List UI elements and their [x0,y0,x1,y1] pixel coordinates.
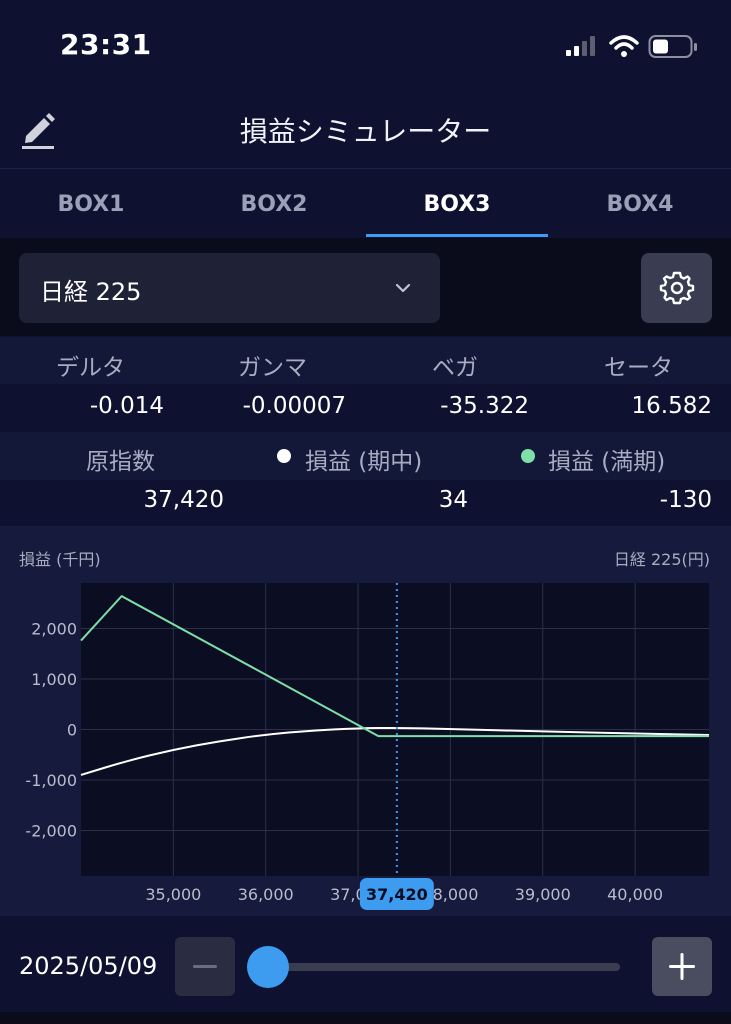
pl-midterm-label: 損益 (期中) [305,449,423,475]
date-label: 2025/05/09 [19,952,158,980]
y-tick-label: -2,000 [25,822,77,841]
current-price-badge [359,878,434,910]
y-tick-label: 0 [67,721,77,740]
battery-icon [648,35,697,58]
vega-value: -35.322 [440,393,529,419]
pl-chart[interactable]: 35,000 36,000 37,000 38,000 39,000 40,0002,00… [0,526,731,916]
pl-expiry-line [80,595,709,738]
index-select-value: 日経 225 [40,278,142,306]
date-slider-track[interactable] [268,963,620,971]
x-tick-label: 40,000 [607,885,663,904]
status-bar [0,0,731,95]
chevron-down-icon [395,283,411,293]
home-indicator-area [0,1012,731,1024]
status-time: 23:31 [60,28,152,61]
index-select[interactable] [19,253,440,323]
greeks-values [0,384,731,430]
delta-label: デルタ [56,355,125,381]
edit-icon[interactable] [20,110,56,150]
tab-box2[interactable]: BOX2 [240,192,308,217]
tab-box3[interactable]: BOX3 [423,192,491,217]
expiry-dot-icon [521,449,535,463]
x-tick-label: 38,000 [422,885,478,904]
settings-button[interactable] [641,253,712,323]
theta-value: 16.582 [631,393,712,419]
date-slider-thumb[interactable] [247,946,289,988]
y-tick-label: 2,000 [31,619,77,638]
underlying-values [0,480,731,524]
theta-label: セータ [604,355,673,381]
plus-icon [669,953,695,980]
gear-icon [659,271,695,305]
bottom-bar [0,918,731,1024]
underlying-header [0,432,731,480]
signal-icon [566,36,595,56]
greeks-header [0,337,731,384]
x-tick-label: 36,000 [238,885,294,904]
midterm-dot-icon [277,449,291,463]
tab-box4[interactable]: BOX4 [606,192,674,217]
pl-expiry-label: 損益 (満期) [548,449,666,475]
gamma-value: -0.00007 [242,393,346,419]
pl-expiry-value: -130 [659,487,712,513]
x-tick-label: 39,000 [515,885,571,904]
chart-x-axis-label: 日経 225(円) [613,550,710,569]
plus-button[interactable] [652,937,712,996]
pl-midterm-value: 34 [438,487,468,513]
x-tick-label: 35,000 [145,885,201,904]
delta-value: -0.014 [89,393,164,419]
gamma-label: ガンマ [238,355,307,381]
active-tab-indicator [366,234,548,237]
tab-bar: BOX1 BOX2 BOX3 BOX4 [0,168,731,239]
vega-label: ベガ [432,355,478,381]
y-tick-label: -1,000 [25,771,77,790]
underlying-label: 原指数 [86,449,155,475]
current-price-label: 37,420 [366,885,428,904]
wifi-icon [609,35,639,57]
minus-icon [193,965,217,968]
page-title: 損益シミュレーター [239,115,492,148]
y-tick-label: 1,000 [31,670,77,689]
underlying-value: 37,420 [143,487,224,513]
chart-y-axis-label: 損益 (千円) [19,550,101,569]
minus-button[interactable] [175,937,235,996]
tab-box1[interactable]: BOX1 [57,192,125,217]
pl-midterm-line [80,726,710,776]
